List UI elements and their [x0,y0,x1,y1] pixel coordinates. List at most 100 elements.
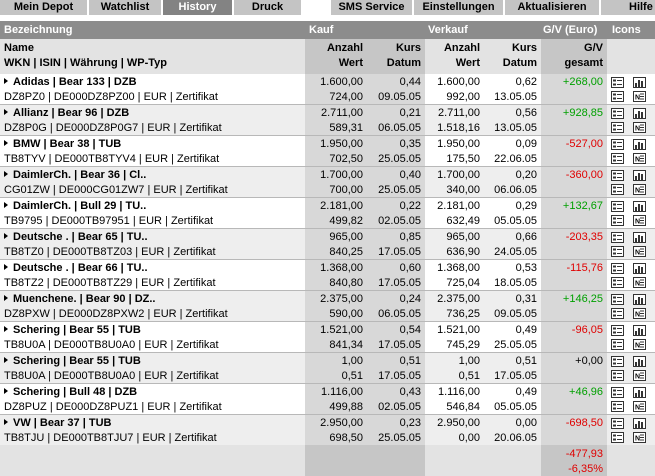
chart-icon[interactable] [633,77,646,88]
row-wkn: DZ8PUZ | DE000DZ8PUZ1 | EUR | Zertifikat [4,401,222,413]
note-icon[interactable] [611,91,624,102]
row-name[interactable]: Deutsche . | Bear 66 | TU.. [4,261,148,275]
note-icon[interactable] [611,308,624,319]
note-icon[interactable] [611,370,624,381]
note-icon[interactable] [611,277,624,288]
detail-icon[interactable] [611,77,624,88]
note-icon[interactable] [611,153,624,164]
row-name[interactable]: Schering | Bull 48 | DZB [4,385,137,399]
detail-icon[interactable] [611,294,624,305]
row-name[interactable]: Schering | Bear 55 | TUB [4,354,141,368]
chart-icon[interactable] [633,356,646,367]
tab-aktualisieren[interactable]: Aktualisieren [505,0,599,15]
expand-arrow-icon[interactable] [4,171,8,177]
table-row[interactable]: Muenchene. | Bear 90 | DZ.. DZ8PXW | DE00… [0,291,655,322]
chart-icon[interactable] [633,108,646,119]
table-row[interactable]: Adidas | Bear 133 | DZB DZ8PZ0 | DE000DZ8… [0,74,655,105]
row-name[interactable]: Allianz | Bear 96 | DZB [4,106,129,120]
verkauf-datum: 09.05.05 [494,308,537,320]
tab-hilfe[interactable]: Hilfe [601,0,655,15]
detail-icon[interactable] [611,108,624,119]
expand-arrow-icon[interactable] [4,233,8,239]
expand-arrow-icon[interactable] [4,109,8,115]
news-icon[interactable]: N [633,308,646,319]
row-name[interactable]: Deutsche . | Bear 65 | TU.. [4,230,148,244]
table-row[interactable]: DaimlerCh. | Bull 29 | TU.. TB9795 | DE00… [0,198,655,229]
note-icon[interactable] [611,184,624,195]
table-row[interactable]: VW | Bear 37 | TUB TB8TJU | DE000TB8TJU7 … [0,415,655,446]
news-icon[interactable]: N [633,370,646,381]
chart-icon[interactable] [633,325,646,336]
row-name[interactable]: BMW | Bear 38 | TUB [4,137,121,151]
kauf-anzahl: 1.521,00 [320,324,363,336]
chart-icon[interactable] [633,263,646,274]
chart-icon[interactable] [633,418,646,429]
news-icon[interactable]: N [633,277,646,288]
table-row[interactable]: Deutsche . | Bear 65 | TU.. TB8TZ0 | DE00… [0,229,655,260]
note-icon[interactable] [611,432,624,443]
col-wkn-line: WKN | ISIN | Währung | WP-Typ [4,57,168,69]
chart-icon[interactable] [633,232,646,243]
chart-icon[interactable] [633,294,646,305]
detail-icon[interactable] [611,232,624,243]
expand-arrow-icon[interactable] [4,388,8,394]
verkauf-kurs: 0,09 [515,138,537,150]
note-icon[interactable] [611,246,624,257]
news-icon[interactable]: N [633,91,646,102]
note-icon[interactable] [611,215,624,226]
detail-icon[interactable] [611,356,624,367]
row-name[interactable]: Adidas | Bear 133 | DZB [4,75,137,89]
detail-icon[interactable] [611,201,624,212]
detail-icon[interactable] [611,387,624,398]
chart-icon[interactable] [633,387,646,398]
detail-icon[interactable] [611,418,624,429]
expand-arrow-icon[interactable] [4,202,8,208]
news-icon[interactable]: N [633,246,646,257]
tab-mein-depot[interactable]: Mein Depot [0,0,87,15]
news-icon[interactable]: N [633,153,646,164]
news-icon[interactable]: N [633,339,646,350]
tab-einstellungen[interactable]: Einstellungen [414,0,503,15]
detail-icon[interactable] [611,139,624,150]
news-icon[interactable]: N [633,122,646,133]
table-row[interactable]: Deutsche . | Bear 66 | TU.. TB8TZ2 | DE00… [0,260,655,291]
note-icon[interactable] [611,401,624,412]
row-name[interactable]: DaimlerCh. | Bear 36 | Cl.. [4,168,146,182]
row-wkn: TB8TYV | DE000TB8TYV4 | EUR | Zertifikat [4,153,220,165]
note-icon[interactable] [611,122,624,133]
tab-druck[interactable]: Druck [234,0,301,15]
expand-arrow-icon[interactable] [4,140,8,146]
table-row[interactable]: Schering | Bear 55 | TUB TB8U0A | DE000TB… [0,353,655,384]
chart-icon[interactable] [633,139,646,150]
table-row[interactable]: BMW | Bear 38 | TUB TB8TYV | DE000TB8TYV4… [0,136,655,167]
news-icon[interactable]: N [633,401,646,412]
detail-icon[interactable] [611,325,624,336]
tab-history[interactable]: History [163,0,232,15]
row-name[interactable]: VW | Bear 37 | TUB [4,416,111,430]
detail-icon[interactable] [611,263,624,274]
detail-icon[interactable] [611,170,624,181]
note-icon[interactable] [611,339,624,350]
col-kauf-kurs: Kurs [395,42,421,54]
table-row[interactable]: DaimlerCh. | Bear 36 | Cl.. CG01ZW | DE00… [0,167,655,198]
expand-arrow-icon[interactable] [4,326,8,332]
row-name[interactable]: Schering | Bear 55 | TUB [4,323,141,337]
chart-icon[interactable] [633,170,646,181]
news-icon[interactable]: N [633,215,646,226]
tab-watchlist[interactable]: Watchlist [89,0,161,15]
chart-icon[interactable] [633,201,646,212]
tab-sms-service[interactable]: SMS Service [331,0,412,15]
news-icon[interactable]: N [633,432,646,443]
table-row[interactable]: Schering | Bear 55 | TUB TB8U0A | DE000TB… [0,322,655,353]
table-row[interactable]: Allianz | Bear 96 | DZB DZ8P0G | DE000DZ8… [0,105,655,136]
table-row[interactable]: Schering | Bull 48 | DZB DZ8PUZ | DE000DZ… [0,384,655,415]
news-icon[interactable]: N [633,184,646,195]
row-name[interactable]: DaimlerCh. | Bull 29 | TU.. [4,199,146,213]
expand-arrow-icon[interactable] [4,264,8,270]
row-name[interactable]: Muenchene. | Bear 90 | DZ.. [4,292,155,306]
expand-arrow-icon[interactable] [4,78,8,84]
expand-arrow-icon[interactable] [4,419,8,425]
kauf-kurs: 0,23 [399,417,421,429]
expand-arrow-icon[interactable] [4,295,8,301]
expand-arrow-icon[interactable] [4,357,8,363]
